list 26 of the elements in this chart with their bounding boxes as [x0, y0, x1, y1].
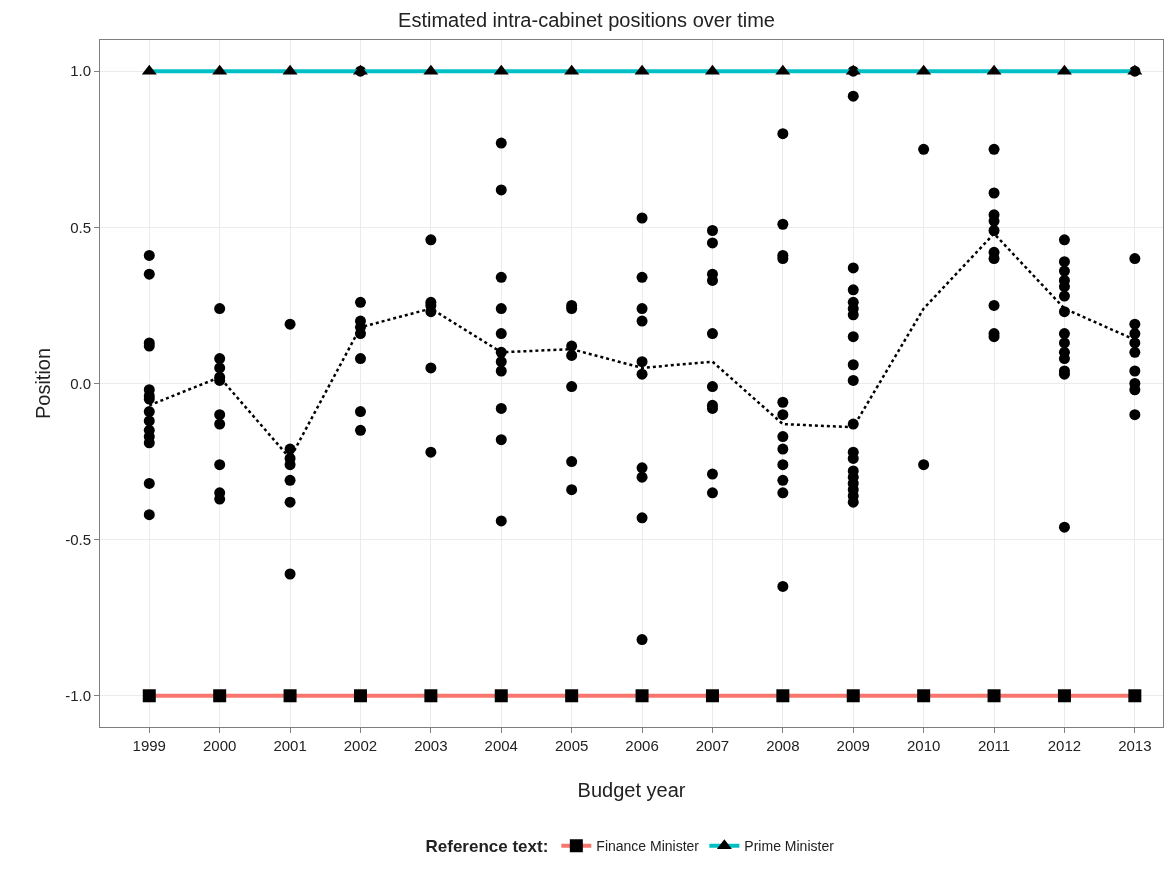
chart-title: Estimated intra-cabinet positions over time [398, 9, 775, 32]
x-tick-label: 2005 [554, 737, 589, 754]
x-axis-title: Budget year [577, 779, 686, 801]
x-tick-label: 2003 [414, 737, 448, 754]
legend-title: Reference text: [425, 837, 549, 857]
legend-label: Prime Minister [744, 838, 835, 855]
x-tick-label: 2011 [977, 737, 1011, 754]
x-tick-label: 2000 [202, 737, 237, 754]
x-tick-label: 2001 [273, 737, 307, 754]
x-tick-label: 2013 [1118, 737, 1152, 754]
y-tick-label: 1.0 [70, 62, 91, 80]
y-tick-label: 0.5 [70, 218, 91, 236]
x-tick-label: 2012 [1047, 737, 1082, 754]
x-tick-label: 2004 [484, 737, 518, 754]
x-tick-label: 1999 [132, 737, 166, 754]
x-tick-label: 2006 [625, 737, 659, 754]
x-tick-label: 2009 [836, 737, 870, 754]
x-tick-label: 2008 [766, 737, 800, 754]
x-tick-label: 2010 [906, 737, 941, 754]
legend-label: Finance Minister [596, 838, 700, 855]
y-tick-label: -1.0 [65, 687, 91, 705]
y-tick-label: -0.5 [65, 530, 91, 548]
y-tick-label: 0.0 [70, 374, 91, 392]
x-tick-label: 2002 [343, 737, 378, 754]
y-axis-title: Position [32, 347, 54, 420]
x-tick-label: 2007 [695, 737, 730, 754]
